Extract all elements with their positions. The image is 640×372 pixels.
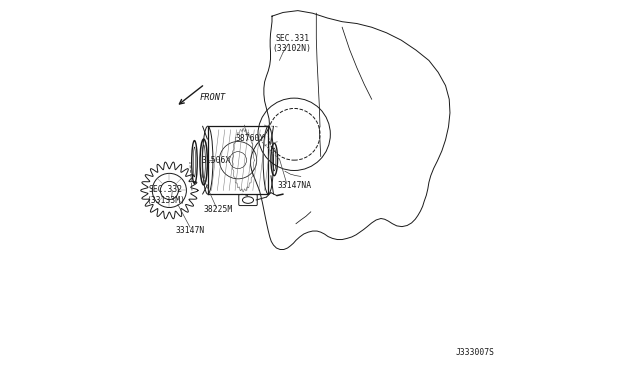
Text: SEC.331: SEC.331 [275,34,309,43]
Text: FRONT: FRONT [200,93,227,102]
Text: 31506X: 31506X [202,155,231,165]
Text: 38760Y: 38760Y [236,134,264,142]
Text: 38225M: 38225M [204,205,233,215]
Text: 33147N: 33147N [175,226,205,235]
Text: 33147NA: 33147NA [277,182,311,190]
Text: (33102N): (33102N) [273,44,312,53]
Text: (33133M): (33133M) [146,196,185,205]
Text: SEC.332: SEC.332 [148,185,183,194]
Text: J333007S: J333007S [456,349,495,357]
